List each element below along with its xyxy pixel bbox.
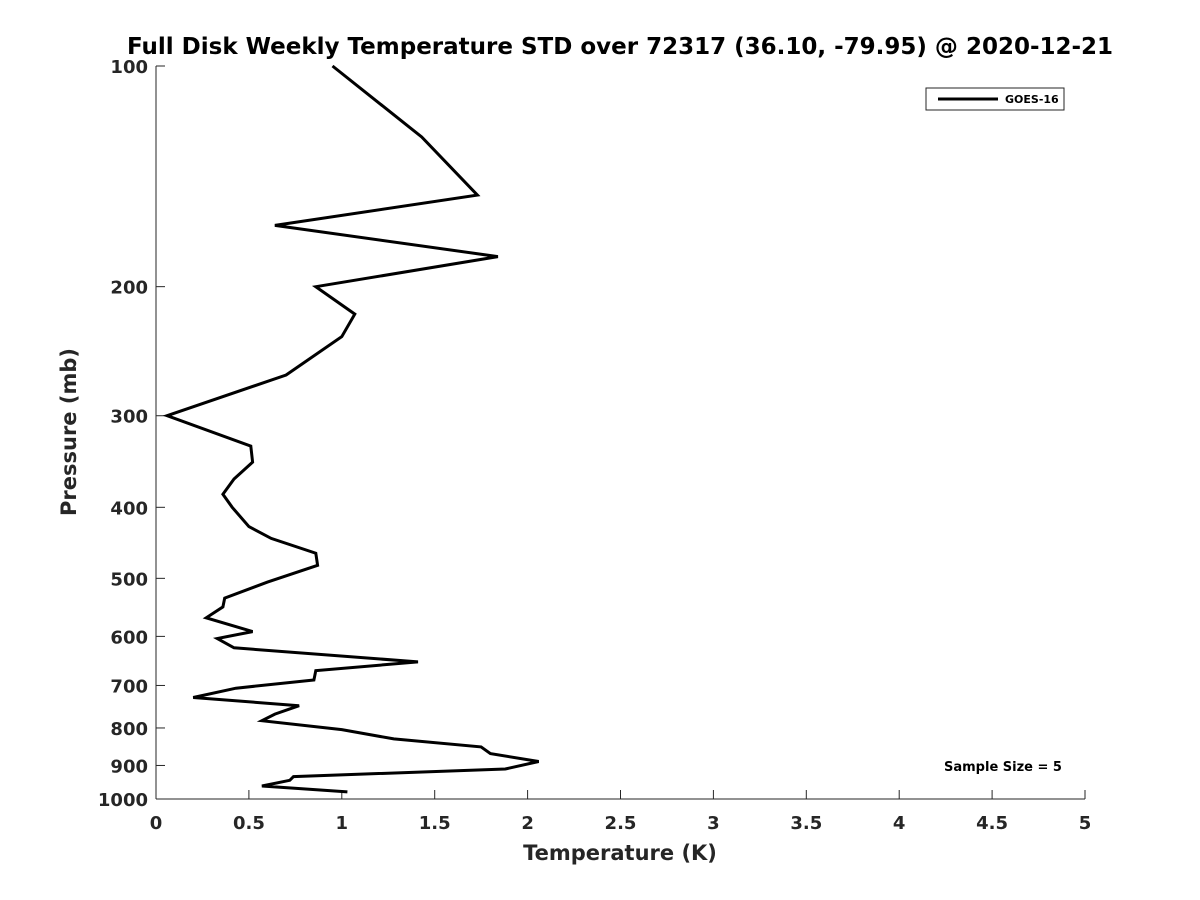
series-line-goes-16 [162,64,540,794]
y-axis-label: Pressure (mb) [57,348,81,516]
x-tick-label: 3 [707,813,720,834]
x-ticks: 0 0.5 1 1.5 2 2.5 3 3.5 4 4.5 5 [150,790,1092,834]
x-tick-label: 3.5 [790,813,822,834]
y-tick-label: 1000 [98,790,148,811]
x-axis-label: Temperature (K) [523,841,717,865]
legend-label: GOES-16 [1005,93,1059,106]
x-tick-label: 0 [150,813,163,834]
y-tick-label: 400 [110,498,148,519]
x-tick-label: 4.5 [976,813,1008,834]
x-tick-label: 2.5 [605,813,637,834]
y-tick-label: 700 [110,676,148,697]
y-tick-label: 300 [110,407,148,428]
x-tick-label: 1.5 [419,813,451,834]
x-tick-label: 2 [521,813,534,834]
plot-area: 0 0.5 1 1.5 2 2.5 3 3.5 4 4.5 5 100 200 300 400 500 600… [98,57,1091,834]
sample-size-annotation: Sample Size = 5 [944,760,1062,775]
y-tick-label: 100 [110,57,148,78]
y-tick-label: 900 [110,756,148,777]
x-tick-label: 5 [1079,813,1092,834]
y-ticks: 100 200 300 400 500 600 700 800 900 1000 [98,57,165,811]
x-tick-label: 0.5 [233,813,265,834]
chart-title: Full Disk Weekly Temperature STD over 72… [127,34,1113,60]
legend: GOES-16 [925,87,1065,111]
x-tick-label: 1 [336,813,349,834]
y-tick-label: 200 [110,278,148,299]
x-tick-label: 4 [893,813,906,834]
y-tick-label: 500 [110,569,148,590]
y-tick-label: 800 [110,719,148,740]
y-tick-label: 600 [110,627,148,648]
